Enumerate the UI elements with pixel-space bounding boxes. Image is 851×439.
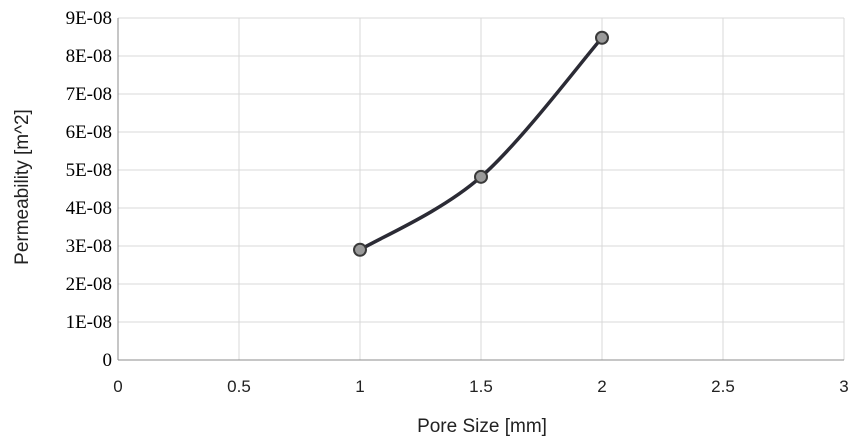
- x-tick-label: 1: [355, 377, 364, 396]
- y-axis-title: Permeability [m^2]: [12, 109, 33, 265]
- gridlines: [118, 17, 845, 360]
- series-group: [353, 30, 609, 257]
- y-tick-label: 4E-08: [66, 198, 112, 219]
- y-tick-label: 1E-08: [66, 312, 112, 333]
- x-tick-label: 3: [839, 377, 848, 396]
- data-point: [353, 242, 367, 257]
- x-tick-label: 0: [113, 377, 122, 396]
- x-axis-title: Pore Size [mm]: [417, 416, 547, 437]
- x-tick-label: 0.5: [227, 377, 251, 396]
- y-tick-label: 2E-08: [66, 274, 112, 295]
- y-tick-label: 0: [103, 350, 113, 371]
- data-point: [474, 169, 488, 184]
- y-tick-label: 6E-08: [66, 122, 112, 143]
- x-tick-label: 2.5: [711, 377, 735, 396]
- y-tick-label: 9E-08: [66, 8, 112, 29]
- y-tick-labels: 0 1E-08 2E-08 3E-08 4E-08 5E-08 6E-08 7E-08 8E-0…: [66, 8, 112, 371]
- y-tick-label: 3E-08: [66, 236, 112, 257]
- x-tick-label: 2: [597, 377, 606, 396]
- axes: [117, 18, 844, 361]
- y-tick-label: 7E-08: [66, 84, 112, 105]
- x-tick-labels: 0 0.5 1 1.5 2 2.5 3: [113, 377, 848, 396]
- data-point: [595, 30, 609, 45]
- y-tick-label: 5E-08: [66, 160, 112, 181]
- x-tick-label: 1.5: [469, 377, 493, 396]
- y-tick-label: 8E-08: [66, 46, 112, 67]
